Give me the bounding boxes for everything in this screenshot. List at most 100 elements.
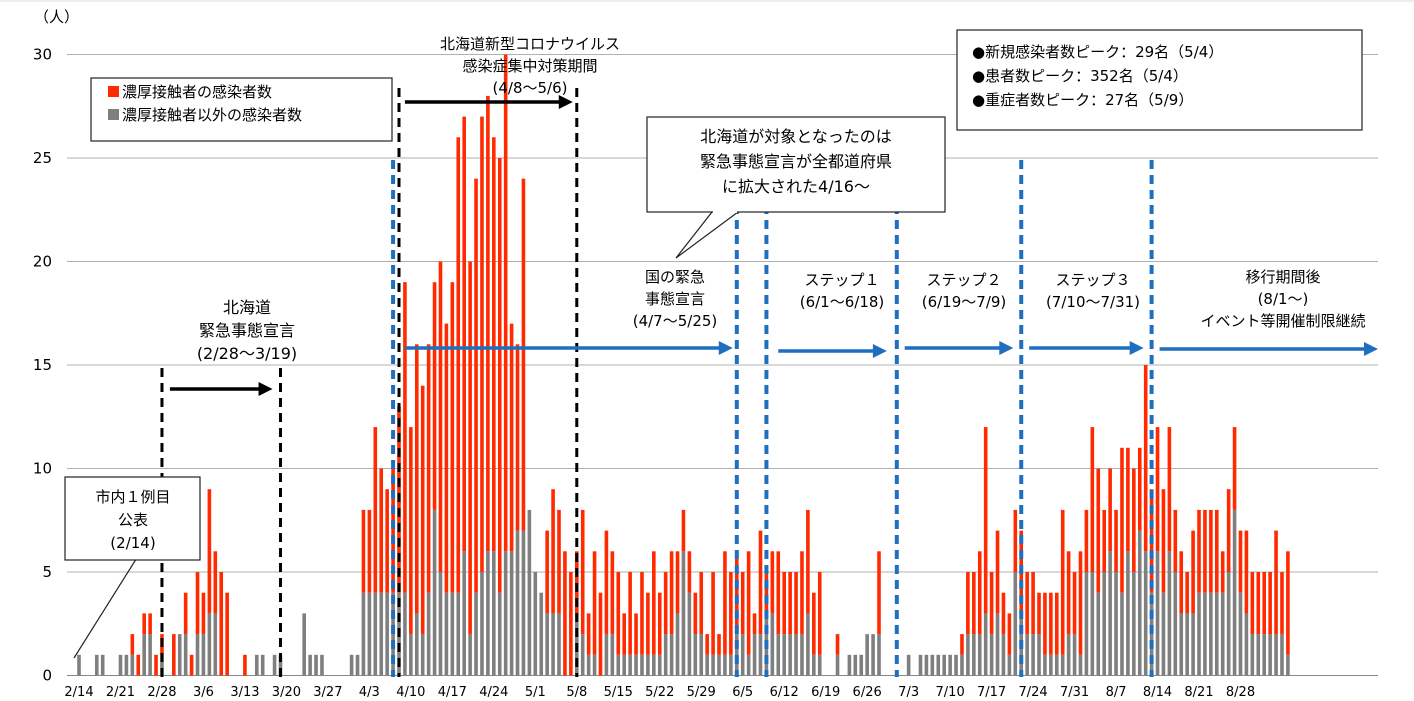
first-case-text: 公表 — [118, 511, 148, 529]
x-tick-label: 5/1 — [525, 685, 546, 700]
bar-close-contact — [515, 344, 520, 531]
bar-close-contact — [557, 509, 561, 614]
bar-other-contact — [1108, 551, 1112, 676]
bar-other-contact — [1049, 654, 1053, 676]
bar-other-contact — [995, 613, 1000, 676]
bar-other-contact — [94, 654, 99, 676]
bar-close-contact — [1013, 509, 1018, 572]
x-tick-label: 2/21 — [106, 685, 135, 700]
bar-close-contact — [628, 572, 632, 655]
bar-other-contact — [1078, 654, 1083, 676]
first-case-text: (2/14) — [110, 534, 155, 552]
callout-text: に拡大された4/16〜 — [722, 177, 870, 196]
bar-other-contact — [865, 634, 869, 676]
bar-other-contact — [918, 654, 923, 676]
bar-close-contact — [1143, 365, 1148, 552]
legend-swatch-other — [108, 109, 119, 120]
bar-other-contact — [533, 572, 538, 676]
bar-close-contact — [1132, 468, 1136, 572]
bar-close-contact — [201, 592, 206, 635]
x-tick-label: 2/14 — [64, 685, 93, 700]
step3-arrow-head — [1129, 341, 1144, 355]
bar-close-contact — [1078, 551, 1083, 655]
bar-other-contact — [474, 592, 478, 676]
bar-other-contact — [551, 613, 555, 676]
bar-other-contact — [521, 530, 526, 676]
bar-other-contact — [1262, 634, 1266, 676]
bar-close-contact — [1031, 572, 1035, 635]
bar-close-contact — [456, 137, 461, 593]
peak-info-line: ●重症者数ピーク：27名（5/9） — [972, 91, 1193, 109]
bar-other-contact — [462, 551, 466, 676]
y-tick-label: 5 — [42, 563, 52, 581]
bar-close-contact — [409, 427, 413, 635]
bar-other-contact — [634, 654, 638, 676]
bar-other-contact — [278, 654, 283, 676]
bar-other-contact — [213, 613, 218, 676]
bar-other-contact — [580, 634, 585, 676]
bar-other-contact — [314, 654, 318, 676]
bar-other-contact — [628, 654, 632, 676]
bar-close-contact — [391, 468, 395, 593]
bar-other-contact — [1149, 592, 1154, 676]
bar-other-contact — [592, 654, 597, 676]
bar-close-contact — [711, 572, 715, 655]
intensive-period-text: (4/8〜5/6) — [493, 79, 568, 97]
bar-close-contact — [812, 592, 816, 655]
bar-close-contact — [172, 634, 176, 676]
bar-close-contact — [225, 592, 229, 676]
bar-other-contact — [1132, 572, 1136, 676]
bar-other-contact — [717, 654, 721, 676]
bar-close-contact — [545, 530, 549, 614]
after-transition-arrow-head — [1364, 342, 1378, 356]
bar-other-contact — [693, 634, 698, 676]
bar-close-contact — [426, 344, 431, 593]
bar-other-contact — [503, 551, 508, 676]
bar-other-contact — [1054, 654, 1059, 676]
bar-close-contact — [752, 613, 757, 635]
bar-other-contact — [640, 654, 644, 676]
bar-close-contact — [1226, 489, 1231, 572]
bar-other-contact — [1286, 654, 1290, 676]
callout-box — [646, 116, 946, 213]
x-tick-label: 8/7 — [1106, 685, 1127, 700]
legend-label-close-contact: 濃厚接触者の感染者数 — [122, 83, 272, 101]
peak-info-box — [956, 29, 1363, 131]
bar-close-contact — [403, 282, 407, 593]
x-tick-label: 4/17 — [438, 685, 467, 700]
x-tick-label: 4/24 — [479, 685, 508, 700]
bar-close-contact — [1220, 551, 1225, 593]
bar-other-contact — [877, 634, 881, 676]
bar-other-contact — [414, 613, 419, 676]
bar-other-contact — [492, 551, 496, 676]
bar-close-contact — [877, 551, 881, 635]
bar-close-contact — [972, 572, 976, 635]
bar-other-contact — [527, 509, 532, 676]
bar-close-contact — [983, 427, 988, 614]
bar-close-contact — [480, 116, 484, 572]
bar-close-contact — [1043, 592, 1047, 655]
x-tick-label: 8/21 — [1184, 685, 1213, 700]
bar-other-contact — [373, 592, 378, 676]
bar-other-contact — [1280, 634, 1284, 676]
bar-other-contact — [1090, 572, 1095, 676]
x-tick-label: 3/20 — [272, 685, 301, 700]
step2-arrow-head — [999, 341, 1014, 355]
bar-close-contact — [1262, 572, 1266, 635]
bar-other-contact — [1238, 592, 1243, 676]
bar-other-contact — [432, 509, 437, 676]
bar-close-contact — [646, 592, 650, 655]
bar-close-contact — [1173, 509, 1178, 572]
bar-close-contact — [183, 592, 188, 635]
bar-other-contact — [1043, 654, 1047, 676]
bar-close-contact — [207, 489, 212, 614]
bar-other-contact — [1161, 592, 1166, 676]
bar-close-contact — [1280, 572, 1284, 635]
bar-close-contact — [1108, 468, 1112, 552]
y-tick-label: 20 — [33, 253, 52, 271]
after-transition-text: (8/1〜) — [1258, 290, 1309, 308]
bar-close-contact — [1256, 572, 1261, 635]
bar-other-contact — [349, 654, 354, 676]
bar-close-contact — [492, 137, 496, 552]
national-emergency-arrow-head — [718, 341, 733, 355]
